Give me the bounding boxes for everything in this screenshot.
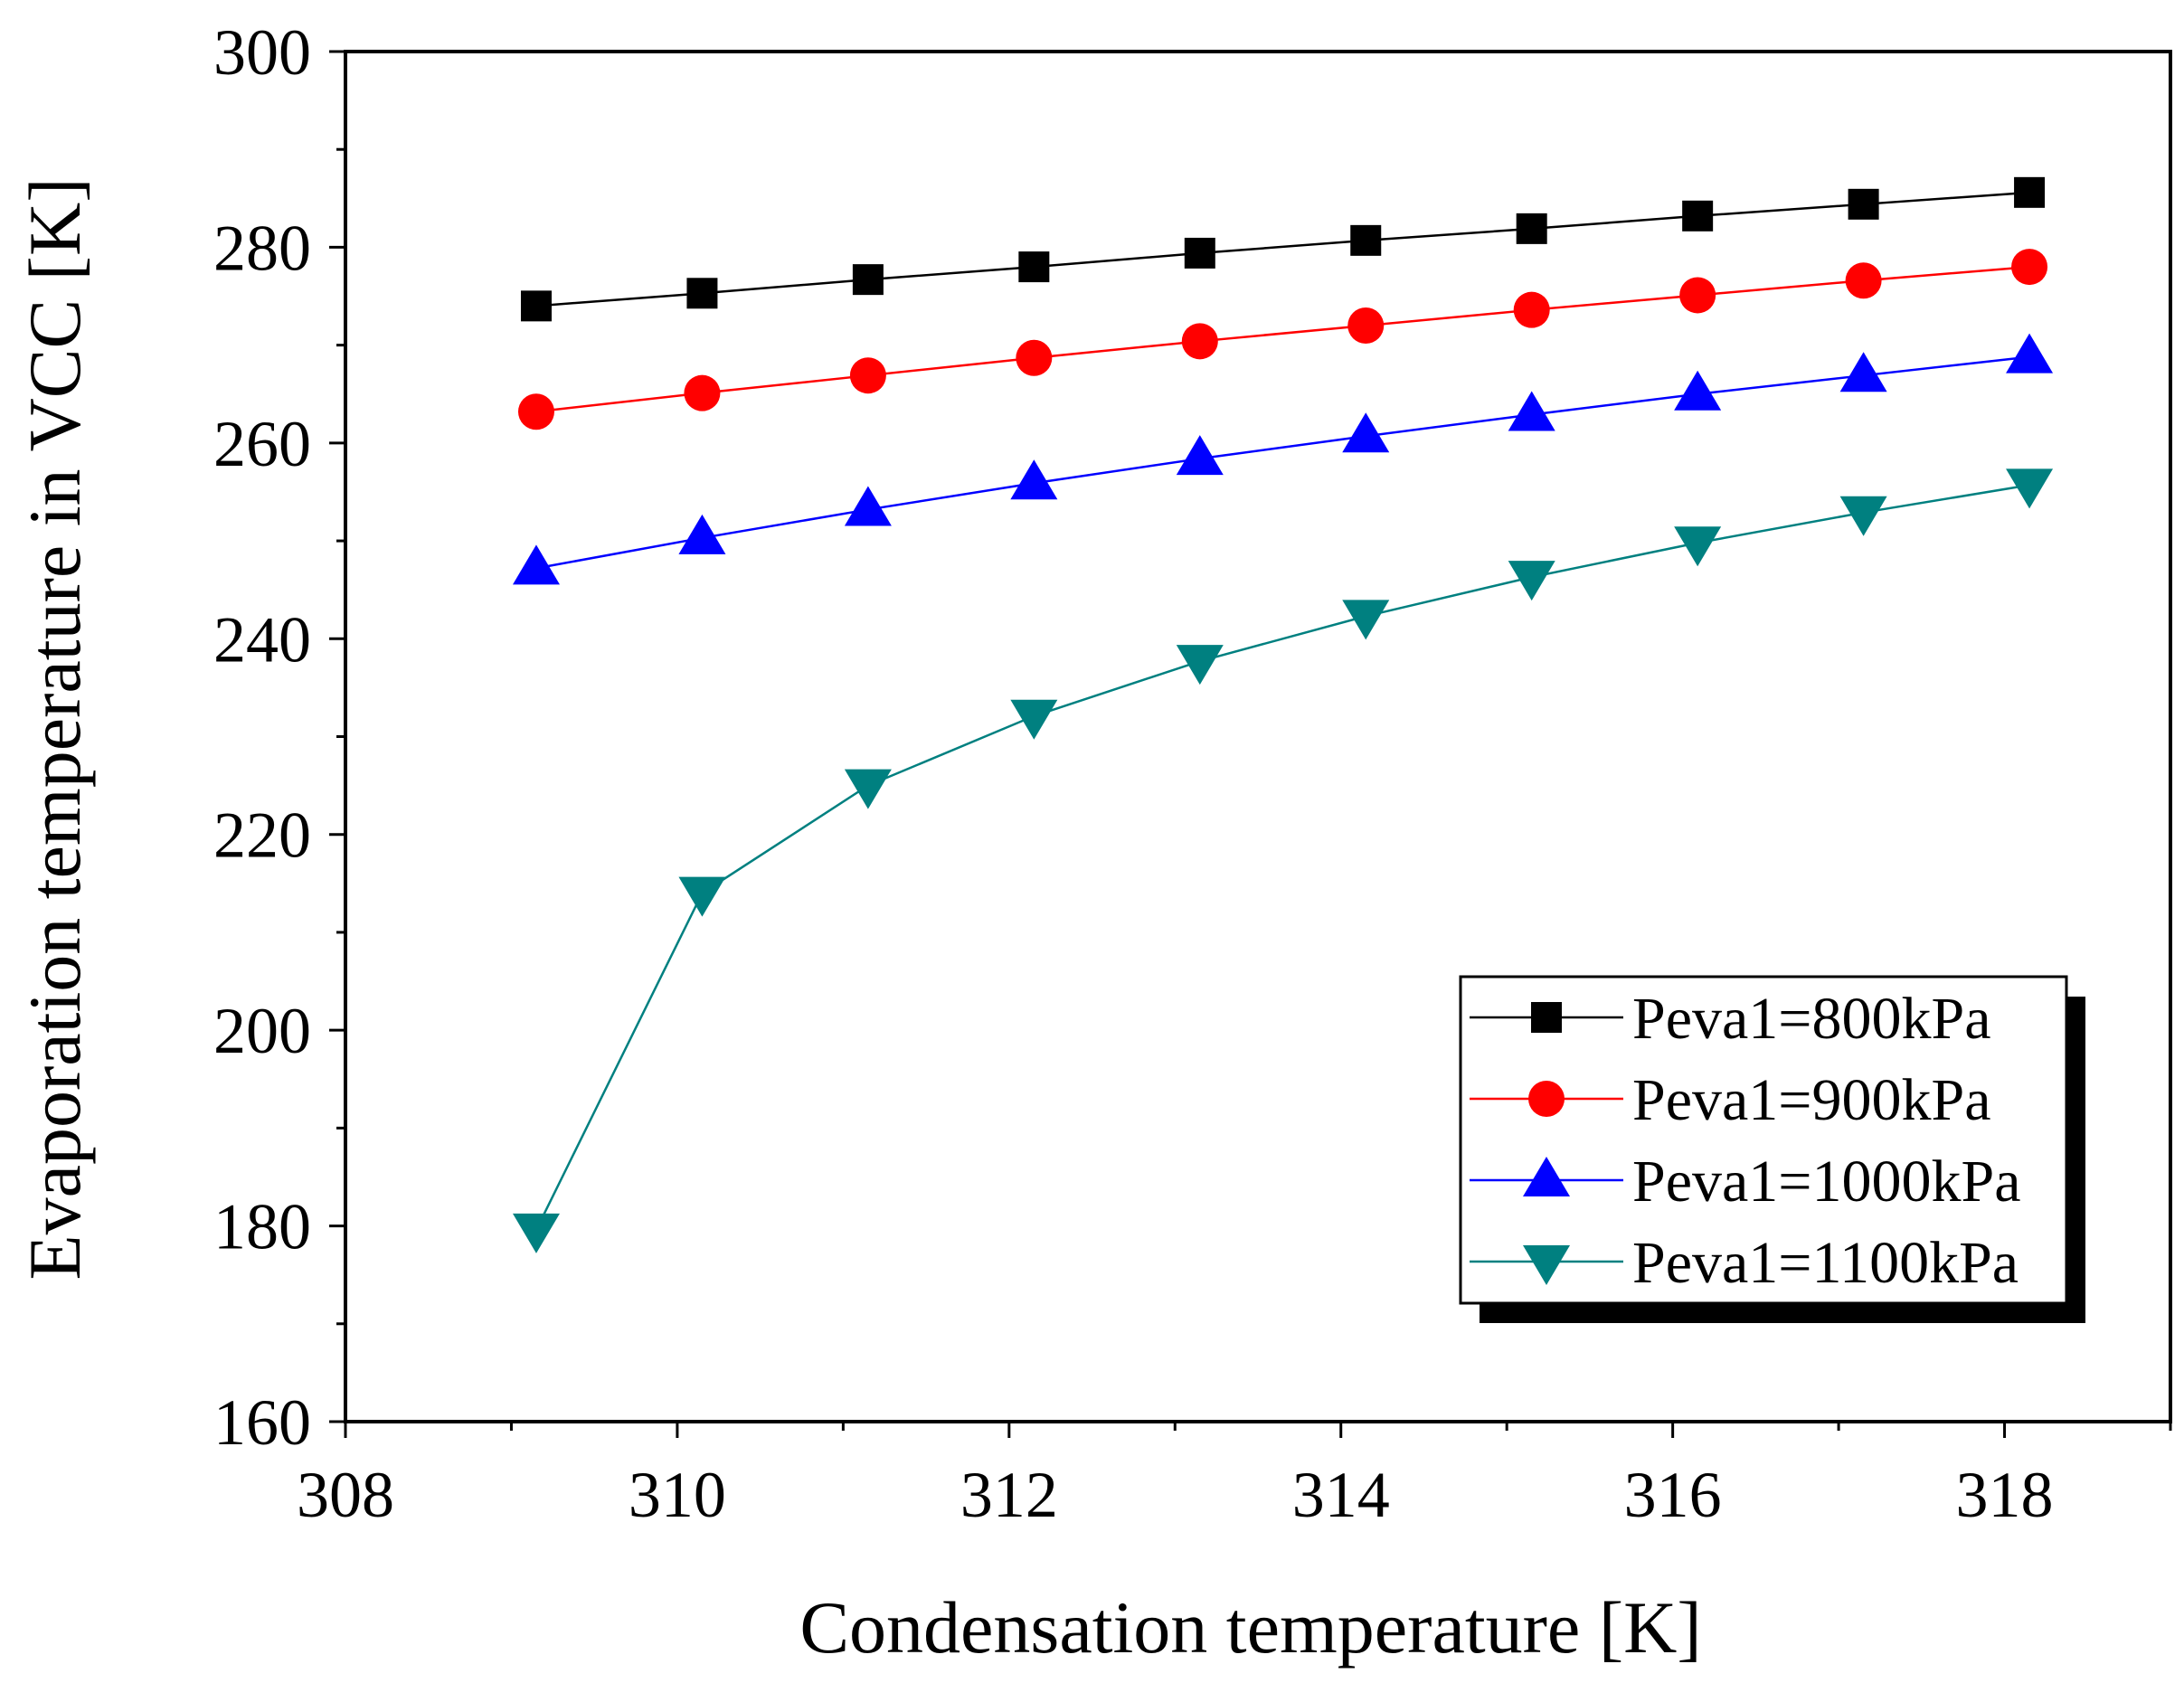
legend-marker [1523, 1157, 1570, 1196]
data-point [1176, 435, 1224, 476]
data-point [1674, 370, 1722, 411]
legend-marker [1523, 1245, 1570, 1285]
data-point [1342, 412, 1390, 453]
data-point [2011, 249, 2048, 286]
legend-item: Peva1=1100kPa [1470, 1230, 2019, 1296]
y-tick-label: 300 [213, 16, 311, 89]
data-point [1674, 526, 1722, 567]
y-axis-title: Evaporation temperature in VCC [K] [14, 177, 96, 1280]
data-point [2006, 333, 2054, 373]
data-point [1010, 699, 1058, 740]
data-point [520, 290, 552, 322]
series-3 [512, 333, 2054, 585]
data-point [1508, 561, 1555, 601]
data-point [512, 1213, 560, 1253]
data-point [678, 514, 726, 554]
data-point [1845, 262, 1882, 299]
x-tick-label: 314 [1292, 1459, 1390, 1531]
data-point [1016, 339, 1053, 376]
data-point [1839, 352, 1887, 392]
y-tick-label: 260 [213, 408, 311, 480]
series-1 [520, 176, 2046, 322]
y-tick-label: 160 [213, 1386, 311, 1459]
legend-label: Peva1=1000kPa [1632, 1149, 2021, 1215]
y-tick-label: 220 [213, 799, 311, 872]
data-point [1018, 251, 1050, 283]
series-line [535, 265, 2030, 413]
data-point [1679, 277, 1716, 314]
axes-layer: 160 180 200 220 240 260 280 300 308 310 312 314 316 3… [213, 16, 2172, 1531]
data-point [1350, 224, 1382, 256]
data-point [1848, 188, 1879, 220]
data-point [678, 876, 726, 917]
data-point [1010, 459, 1058, 500]
legend-item: Peva1=1000kPa [1470, 1149, 2021, 1215]
data-point [1513, 291, 1550, 328]
series-2 [517, 249, 2048, 430]
legend-label: Peva1=900kPa [1632, 1067, 1991, 1133]
data-point [686, 278, 718, 309]
legend-item: Peva1=800kPa [1470, 986, 1991, 1052]
data-point [852, 264, 884, 296]
x-axis-title: Condensation temperature [K] [799, 1586, 1701, 1669]
x-tick-label: 316 [1624, 1459, 1722, 1531]
data-point [1516, 213, 1547, 244]
y-tick-label: 180 [213, 1191, 311, 1263]
data-point [1342, 600, 1390, 640]
legend-marker [1528, 1081, 1565, 1117]
y-tick-label: 280 [213, 212, 311, 284]
legend-item: Peva1=900kPa [1470, 1067, 1991, 1133]
data-point [1839, 496, 1887, 536]
series-line [534, 484, 2030, 1231]
series-line [535, 355, 2030, 570]
data-point [844, 769, 892, 809]
data-point [512, 544, 560, 585]
x-tick-label: 308 [297, 1459, 394, 1531]
series-layer [512, 176, 2054, 1253]
legend-label: Peva1=800kPa [1632, 986, 1991, 1052]
data-point [1682, 200, 1714, 232]
legend: Peva1=800kPa Peva1=900kPa Peva1=1000kPa Pev… [1459, 975, 2085, 1323]
data-point [684, 374, 721, 411]
legend-marker [1531, 1002, 1562, 1033]
legend-label: Peva1=1100kPa [1632, 1230, 2019, 1296]
x-tick-label: 312 [960, 1459, 1058, 1531]
data-point [1508, 391, 1555, 431]
x-tick-label: 318 [1956, 1459, 2054, 1531]
data-point [1181, 323, 1218, 360]
data-point [2014, 176, 2046, 208]
data-point [1184, 237, 1215, 269]
data-point [849, 357, 886, 394]
data-point [1347, 307, 1385, 344]
series-4 [512, 468, 2054, 1253]
data-point [1176, 645, 1224, 685]
series-line [535, 191, 2030, 307]
data-point [517, 393, 554, 430]
x-tick-label: 310 [629, 1459, 726, 1531]
data-point [844, 486, 892, 526]
data-point [2006, 468, 2054, 509]
y-tick-label: 200 [213, 995, 311, 1067]
y-tick-label: 240 [213, 603, 311, 676]
